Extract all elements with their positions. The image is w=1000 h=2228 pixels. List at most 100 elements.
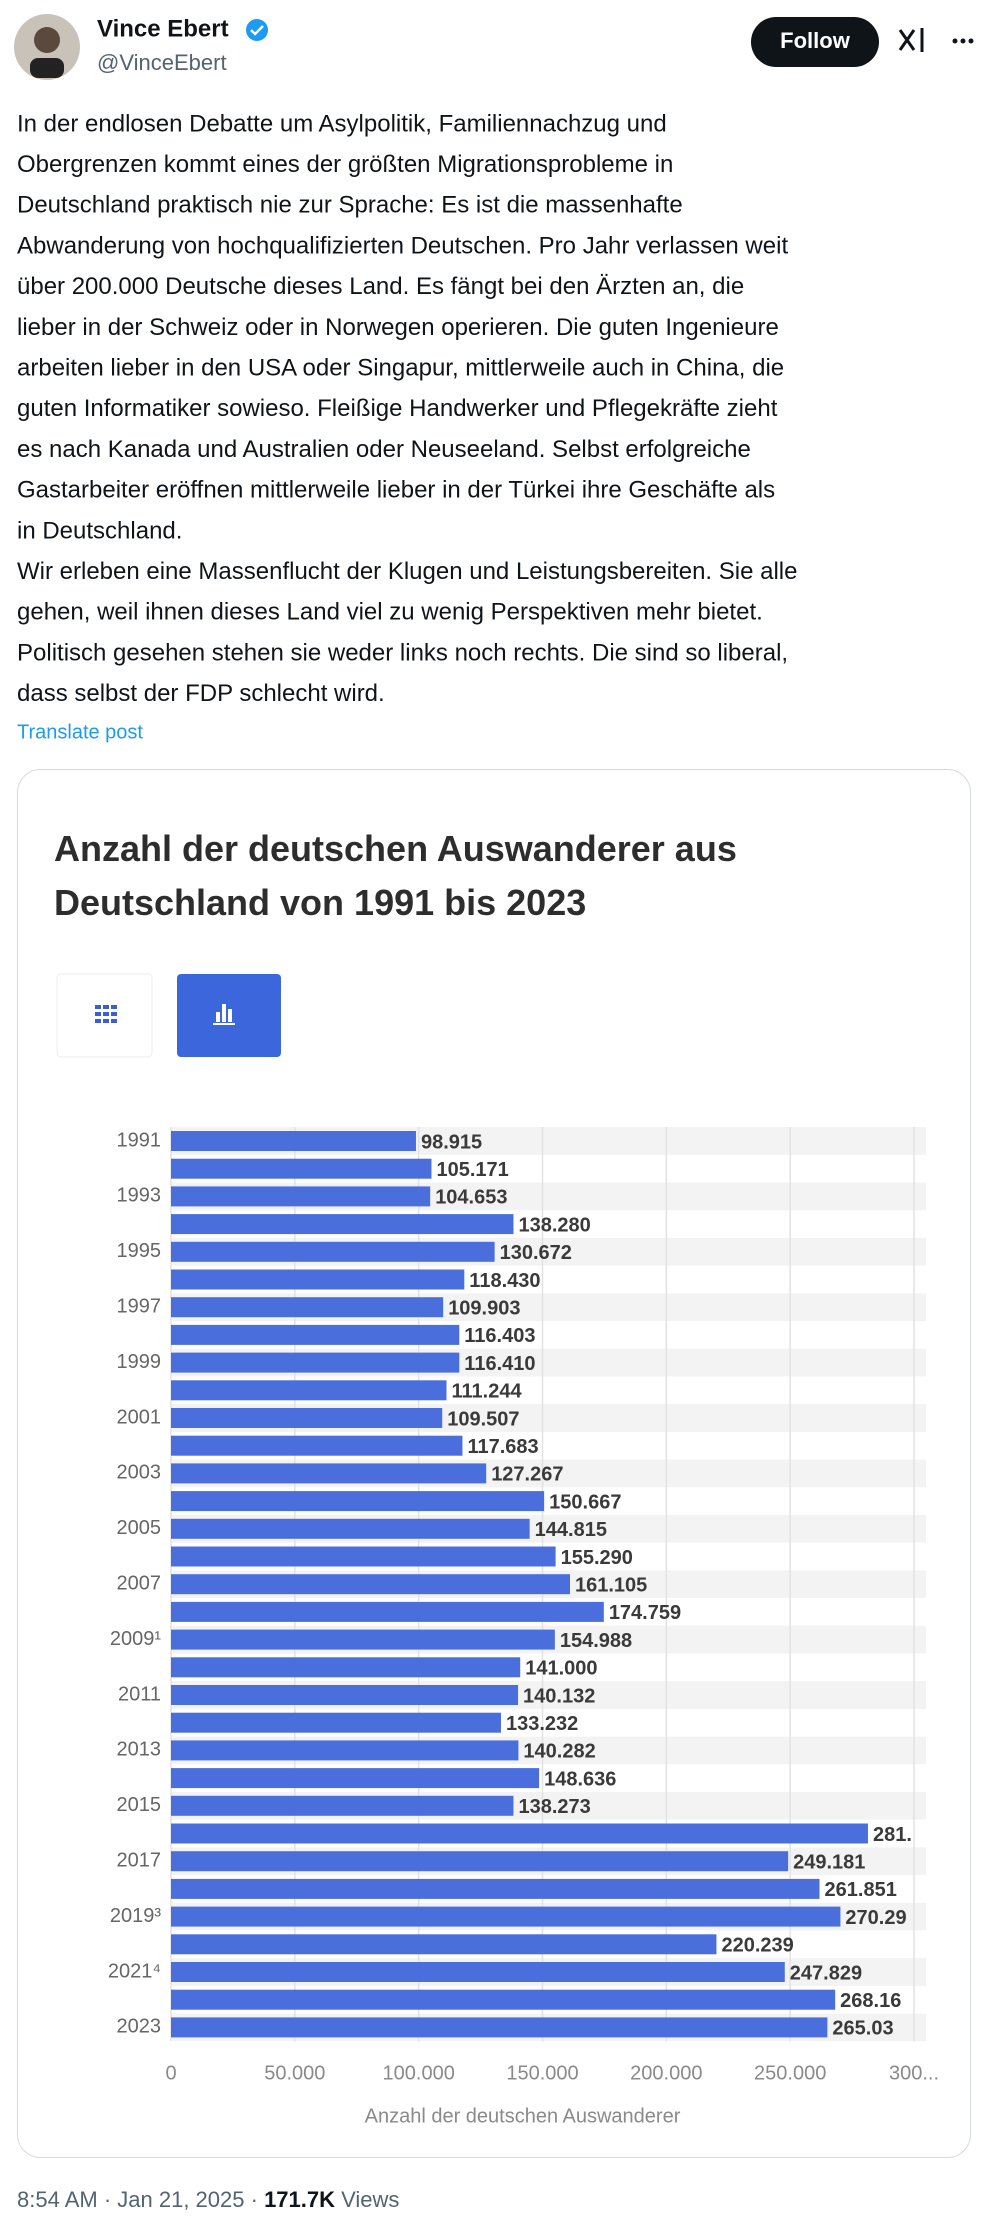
bar [171, 1518, 530, 1539]
author-handle[interactable]: @VinceEbert [97, 50, 227, 75]
body-line: in Deutschland. [17, 517, 182, 544]
author-name[interactable]: Vince Ebert [97, 15, 229, 42]
translate-link[interactable]: Translate post [17, 721, 143, 743]
x-tick-label: 250.000 [754, 2062, 826, 2084]
value-label: 148.636 [544, 1768, 616, 1790]
body-line: Gastarbeiter eröffnen mittlerweile liebe… [17, 477, 775, 504]
table-icon [95, 1005, 117, 1023]
y-tick-label: 2005 [117, 1517, 162, 1539]
value-label: 109.507 [447, 1408, 519, 1430]
body-line: lieber in der Schweiz oder in Norwegen o… [17, 314, 779, 341]
x-tick-label: 300... [889, 2062, 939, 2084]
value-label: 270.29 [845, 1907, 906, 1929]
bar [171, 2017, 828, 2038]
y-tick-label: 2019³ [110, 1905, 161, 1927]
bar [171, 1906, 841, 1927]
value-label: 150.667 [549, 1491, 621, 1513]
value-label: 247.829 [790, 1962, 862, 1984]
value-label: 140.132 [523, 1685, 595, 1707]
bar [171, 1491, 545, 1512]
bar [171, 1435, 463, 1456]
chart-title: Anzahl der deutschen Auswanderer aus Deu… [54, 828, 737, 923]
body-line: Obergrenzen kommt eines der größten Migr… [17, 151, 673, 178]
x-tick-label: 50.000 [264, 2062, 325, 2084]
value-label: 141.000 [525, 1658, 597, 1680]
more-menu[interactable] [952, 38, 974, 44]
bar [171, 1158, 432, 1179]
y-tick-label: 1991 [117, 1129, 162, 1151]
value-label: 220.239 [721, 1935, 793, 1957]
body-line: Abwanderung von hochqualifizierten Deuts… [17, 232, 788, 259]
x-tick-label: 150.000 [506, 2062, 578, 2084]
body-line: dass selbst der FDP schlecht wird. [17, 680, 385, 707]
x-tick-label: 200.000 [630, 2062, 702, 2084]
value-label: 268.16 [840, 1990, 901, 2012]
y-tick-label: 2003 [117, 1462, 162, 1484]
value-label: 116.403 [464, 1325, 535, 1347]
bar [171, 1269, 465, 1290]
bar [171, 1629, 555, 1650]
x-tick-label: 0 [165, 2062, 176, 2084]
body-line: In der endlosen Debatte um Asylpolitik, … [17, 110, 667, 137]
bar [171, 1380, 447, 1401]
bar [171, 1324, 460, 1345]
value-label: 104.653 [435, 1187, 507, 1209]
body-line: Deutschland praktisch nie zur Sprache: E… [17, 192, 683, 219]
y-tick-label: 1993 [117, 1185, 162, 1207]
bar [171, 1934, 717, 1955]
bar [171, 1851, 789, 1872]
bar [171, 1768, 540, 1789]
value-label: 127.267 [491, 1464, 563, 1486]
value-label: 109.903 [448, 1297, 520, 1319]
value-label: 155.290 [561, 1547, 633, 1569]
grok-icon[interactable] [898, 28, 924, 52]
bar [171, 1878, 820, 1899]
bar [171, 1131, 416, 1151]
y-tick-label: 2011 [118, 1683, 161, 1705]
avatar-face [34, 27, 60, 53]
body-line: Politisch gesehen stehen sie weder links… [17, 639, 788, 666]
value-label: 138.273 [518, 1796, 590, 1818]
value-label: 116.410 [464, 1353, 535, 1375]
bar [171, 1795, 514, 1816]
time: 8:54 AM · Jan 21, 2025 · [17, 2187, 258, 2212]
value-label: 144.815 [535, 1519, 607, 1541]
bar [171, 1214, 514, 1235]
bar [171, 1657, 521, 1678]
body-line: über 200.000 Deutsche dieses Land. Es fä… [17, 273, 744, 300]
verified-badge [246, 19, 268, 41]
follow-label: Follow [780, 28, 851, 53]
verified-check [250, 25, 264, 36]
views-label: Views [341, 2187, 399, 2212]
y-tick-label: 1995 [117, 1240, 162, 1262]
value-label: 105.171 [436, 1159, 508, 1181]
value-label: 174.759 [609, 1602, 681, 1624]
body-line: arbeiten lieber in den USA oder Singapur… [17, 355, 784, 382]
bar [171, 1712, 501, 1733]
body-line: gehen, weil ihnen dieses Land viel zu we… [17, 599, 763, 626]
value-label: 154.988 [560, 1630, 632, 1652]
bar [171, 1823, 868, 1844]
y-tick-label: 2013 [117, 1739, 162, 1761]
body-line: guten Informatiker sowieso. Fleißige Han… [17, 395, 778, 422]
y-tick-label: 1999 [117, 1351, 162, 1373]
bar [171, 1685, 519, 1705]
y-tick-label: 2009¹ [110, 1628, 161, 1650]
value-label: 265.03 [832, 2018, 893, 2040]
follow-button[interactable] [751, 17, 879, 67]
value-label: 161.105 [575, 1574, 647, 1596]
bar [171, 1297, 444, 1318]
value-label: 249.181 [793, 1851, 865, 1873]
y-tick-label: 2001 [117, 1406, 162, 1428]
bar [171, 1241, 495, 1262]
value-label: 111.244 [452, 1381, 523, 1403]
bar [171, 1574, 571, 1595]
value-label: 117.683 [467, 1436, 538, 1458]
y-tick-label: 2021⁴ [108, 1960, 161, 1982]
bar [171, 1740, 519, 1761]
value-label: 261.851 [825, 1879, 897, 1901]
value-label: 98.915 [421, 1131, 482, 1153]
value-label: 281. [873, 1824, 912, 1846]
